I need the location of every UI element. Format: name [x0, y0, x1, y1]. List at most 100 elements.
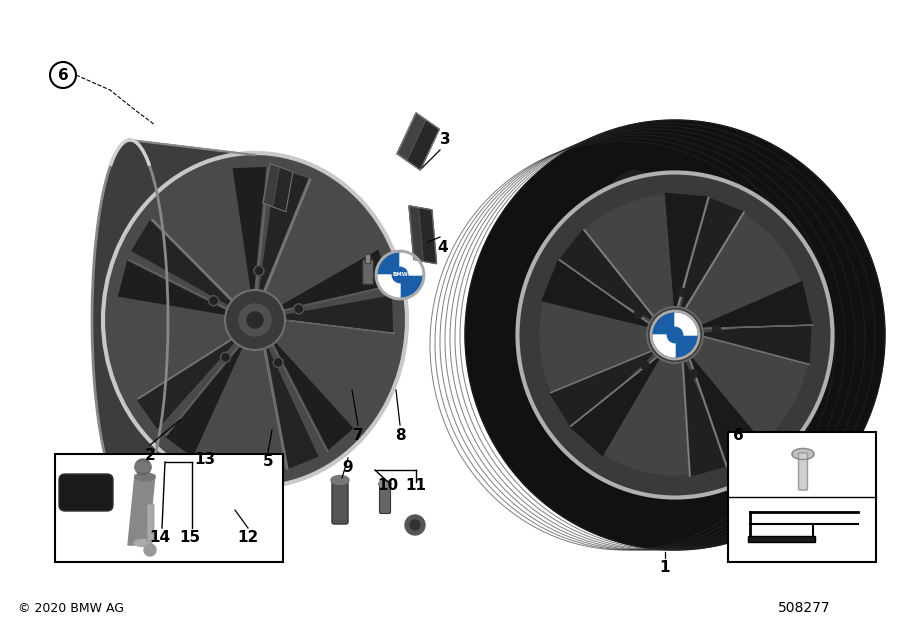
Polygon shape [92, 140, 255, 500]
Text: 2: 2 [145, 447, 156, 462]
Ellipse shape [105, 155, 405, 485]
FancyBboxPatch shape [363, 260, 374, 285]
Polygon shape [119, 260, 229, 314]
Circle shape [634, 311, 642, 319]
Polygon shape [255, 168, 269, 289]
Polygon shape [132, 220, 232, 306]
Polygon shape [550, 351, 653, 430]
Text: 15: 15 [179, 530, 201, 546]
Wedge shape [400, 253, 422, 275]
Ellipse shape [520, 175, 830, 495]
Circle shape [144, 544, 156, 556]
Polygon shape [678, 197, 709, 306]
Ellipse shape [792, 449, 814, 459]
Polygon shape [233, 168, 267, 290]
Text: 1: 1 [660, 561, 670, 575]
Polygon shape [283, 296, 392, 333]
Text: 7: 7 [353, 428, 364, 442]
Circle shape [376, 251, 424, 299]
Circle shape [713, 325, 721, 333]
Polygon shape [263, 163, 280, 207]
Polygon shape [264, 349, 288, 469]
Polygon shape [702, 325, 813, 328]
Polygon shape [260, 169, 309, 290]
Circle shape [653, 313, 697, 357]
Polygon shape [682, 362, 731, 476]
Polygon shape [550, 351, 652, 392]
Polygon shape [397, 113, 426, 161]
Text: 11: 11 [406, 478, 427, 493]
Polygon shape [272, 342, 353, 451]
Polygon shape [409, 206, 436, 264]
Polygon shape [151, 220, 234, 302]
Circle shape [220, 352, 230, 362]
Ellipse shape [540, 195, 810, 475]
Ellipse shape [379, 481, 392, 488]
Text: 6: 6 [733, 428, 743, 442]
Polygon shape [128, 475, 155, 545]
Circle shape [410, 520, 420, 530]
Circle shape [392, 267, 408, 283]
Polygon shape [570, 357, 658, 427]
Ellipse shape [135, 462, 151, 472]
Circle shape [667, 328, 683, 343]
FancyBboxPatch shape [147, 504, 154, 541]
Polygon shape [701, 282, 812, 328]
Wedge shape [675, 313, 697, 335]
Circle shape [641, 361, 649, 369]
Polygon shape [264, 179, 310, 290]
Polygon shape [272, 345, 328, 451]
Polygon shape [689, 358, 763, 467]
Polygon shape [556, 229, 653, 319]
Ellipse shape [331, 476, 349, 484]
FancyBboxPatch shape [59, 474, 113, 511]
Text: 5: 5 [263, 454, 274, 469]
Wedge shape [653, 335, 675, 357]
Text: 3: 3 [440, 132, 450, 147]
Text: 6: 6 [58, 67, 68, 83]
Circle shape [679, 289, 687, 296]
Circle shape [647, 307, 703, 363]
Polygon shape [703, 336, 810, 365]
Polygon shape [559, 260, 650, 324]
Polygon shape [682, 196, 743, 308]
Polygon shape [409, 206, 424, 262]
Polygon shape [570, 357, 659, 455]
Polygon shape [264, 348, 318, 469]
Polygon shape [682, 363, 690, 476]
Polygon shape [165, 345, 240, 435]
Circle shape [689, 370, 698, 378]
Polygon shape [282, 285, 392, 311]
FancyBboxPatch shape [55, 454, 283, 562]
Polygon shape [283, 320, 394, 333]
Text: © 2020 BMW AG: © 2020 BMW AG [18, 602, 124, 615]
Text: 508277: 508277 [778, 601, 831, 615]
Polygon shape [583, 229, 654, 317]
FancyBboxPatch shape [365, 255, 371, 263]
FancyBboxPatch shape [380, 484, 391, 513]
Text: 14: 14 [149, 530, 171, 546]
Ellipse shape [134, 539, 152, 546]
FancyBboxPatch shape [748, 536, 815, 542]
Polygon shape [685, 212, 744, 308]
Polygon shape [263, 163, 293, 212]
Text: 13: 13 [194, 452, 216, 467]
Circle shape [247, 312, 263, 328]
Polygon shape [280, 251, 390, 311]
Circle shape [135, 459, 151, 475]
Polygon shape [137, 338, 235, 428]
Ellipse shape [465, 120, 885, 550]
Circle shape [405, 515, 425, 535]
Polygon shape [542, 260, 649, 326]
Polygon shape [128, 260, 230, 311]
Text: 8: 8 [395, 428, 405, 442]
Text: 4: 4 [437, 239, 448, 255]
Wedge shape [378, 275, 400, 297]
Polygon shape [397, 113, 439, 170]
Circle shape [254, 266, 264, 276]
Polygon shape [689, 360, 727, 467]
FancyBboxPatch shape [332, 480, 348, 524]
FancyBboxPatch shape [798, 453, 807, 490]
Circle shape [239, 304, 271, 336]
Circle shape [293, 304, 304, 314]
